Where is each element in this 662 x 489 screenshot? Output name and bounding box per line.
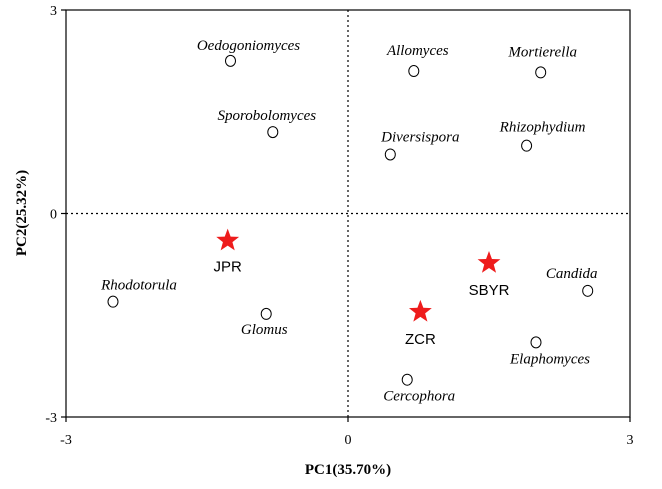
genus-label: Elaphomyces <box>509 351 590 367</box>
genus-label: Cercophora <box>383 389 455 405</box>
genus-label: Mortierella <box>507 44 577 60</box>
x-tick-label: 3 <box>627 433 634 448</box>
site-label: JPR <box>214 259 243 276</box>
x-tick-label: 0 <box>345 433 352 448</box>
genus-label: Candida <box>546 266 598 282</box>
genus-label: Diversispora <box>380 129 459 145</box>
site-star-marker <box>477 251 501 273</box>
site-label: ZCR <box>405 331 436 348</box>
genus-marker <box>225 54 236 67</box>
genus-marker <box>384 148 396 161</box>
genus-marker <box>535 66 547 79</box>
y-axis-title: PC2(25.32%) <box>14 170 30 256</box>
genus-label: Sporobolomyces <box>218 108 317 124</box>
genus-label: Rhizophydium <box>499 120 586 136</box>
site-star-marker <box>216 228 240 251</box>
genus-marker <box>401 373 413 386</box>
genus-marker <box>521 139 533 152</box>
site-star-marker <box>408 299 432 322</box>
x-tick-label: -3 <box>60 433 72 448</box>
genus-marker <box>260 307 272 320</box>
genus-marker <box>530 336 542 349</box>
genus-marker <box>107 295 119 308</box>
genus-marker <box>582 284 594 297</box>
y-tick-label: 3 <box>50 4 57 19</box>
x-axis-title: PC1(35.70%) <box>305 462 391 478</box>
genus-points: Oedogoniomyces Allomyces Mortierella Sporob… <box>100 38 597 405</box>
axis-ticks: -3 0 3 -3 0 3 <box>45 4 633 448</box>
genus-label: Oedogoniomyces <box>197 38 300 54</box>
genus-label: Rhodotorula <box>100 278 177 294</box>
site-points: JPR SBYR ZCR <box>214 228 510 348</box>
site-label: SBYR <box>469 282 510 299</box>
genus-label: Glomus <box>241 322 288 338</box>
genus-label: Allomyces <box>386 43 449 59</box>
y-tick-label: 0 <box>50 208 57 223</box>
genus-marker <box>267 126 279 139</box>
y-tick-label: -3 <box>45 411 57 426</box>
genus-marker <box>408 65 420 78</box>
